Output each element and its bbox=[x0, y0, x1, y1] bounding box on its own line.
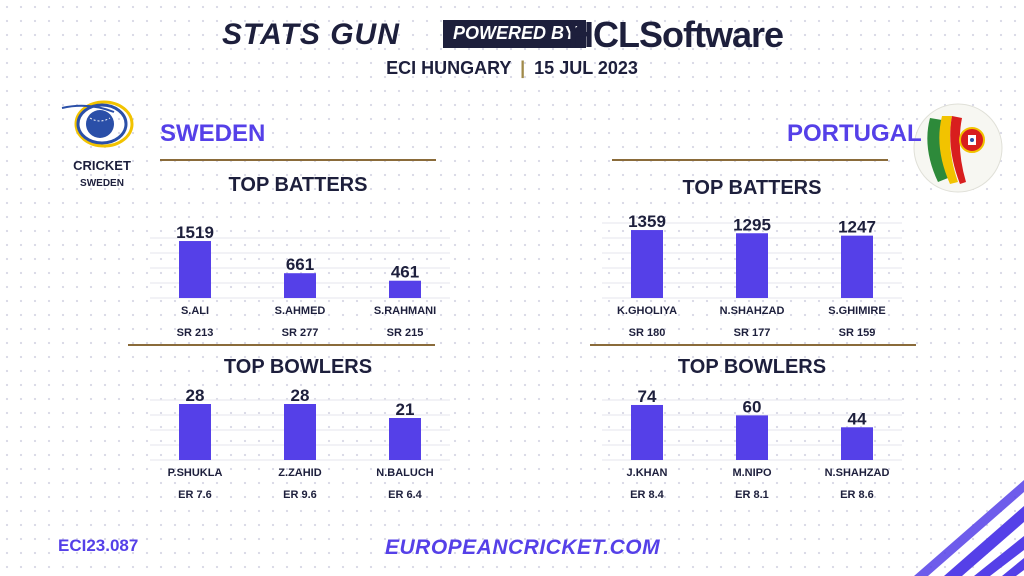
bar bbox=[389, 280, 421, 298]
section-title-sweden-batters: TOP BATTERS bbox=[228, 174, 368, 196]
bar-value-label: 1359 bbox=[628, 212, 666, 231]
bar bbox=[631, 230, 663, 298]
chart-sweden-top-batters: 1519 S.ALI SR 213 661 S.AHMED SR 277 461 S.RAHM… bbox=[150, 223, 450, 339]
brand-title: STATS GUN bbox=[222, 18, 400, 51]
stat-sublabel: ER 9.6 bbox=[283, 489, 317, 501]
bar-value-label: 21 bbox=[396, 400, 415, 419]
bar bbox=[736, 233, 768, 298]
divider-sweden-top bbox=[160, 159, 436, 161]
header: STATS GUN POWERED BY HCLSoftware bbox=[0, 14, 1024, 55]
bar-value-label: 1295 bbox=[733, 215, 771, 234]
divider-portugal-mid bbox=[590, 344, 916, 346]
team-name-portugal: PORTUGAL bbox=[787, 120, 922, 147]
stat-sublabel: ER 8.6 bbox=[840, 489, 874, 501]
powered-by-badge: POWERED BY bbox=[443, 20, 587, 48]
sponsor-logo: HCLSoftware bbox=[568, 14, 784, 55]
category-label: K.GHOLIYA bbox=[617, 305, 677, 317]
bar bbox=[841, 235, 873, 298]
event-name: ECI HUNGARY bbox=[386, 58, 512, 78]
bar-value-label: 461 bbox=[391, 263, 419, 282]
section-title-portugal-bowlers: TOP BOWLERS bbox=[677, 356, 827, 378]
category-label: S.RAHMANI bbox=[374, 305, 436, 317]
stat-sublabel: ER 8.1 bbox=[735, 489, 769, 501]
bar bbox=[631, 404, 663, 460]
bar-value-label: 28 bbox=[186, 386, 205, 405]
bar bbox=[841, 427, 873, 460]
section-title-sweden-bowlers: TOP BOWLERS bbox=[223, 356, 373, 378]
logo-text-sweden: SWEDEN bbox=[80, 178, 124, 189]
stat-sublabel: SR 180 bbox=[629, 327, 666, 339]
cricket-sweden-logo: CRICKET SWEDEN bbox=[61, 100, 134, 189]
bar-value-label: 661 bbox=[286, 255, 314, 274]
divider-portugal-top bbox=[612, 159, 888, 161]
stat-sublabel: ER 8.4 bbox=[630, 489, 665, 501]
stat-sublabel: SR 159 bbox=[839, 327, 876, 339]
footer-url: EUROPEANCRICKET.COM bbox=[385, 536, 661, 559]
bar-value-label: 28 bbox=[291, 386, 310, 405]
category-label: S.AHMED bbox=[275, 305, 326, 317]
stat-sublabel: ER 7.6 bbox=[178, 489, 212, 501]
stat-sublabel: ER 6.4 bbox=[388, 489, 423, 501]
portugal-cricket-logo bbox=[913, 103, 1003, 193]
category-label: M.NIPO bbox=[732, 467, 772, 479]
bar-value-label: 1519 bbox=[176, 223, 214, 242]
category-label: P.SHUKLA bbox=[168, 467, 223, 479]
bar-value-label: 44 bbox=[848, 409, 867, 428]
category-label: S.GHIMIRE bbox=[828, 305, 885, 317]
stat-sublabel: SR 177 bbox=[734, 327, 771, 339]
bar-value-label: 60 bbox=[743, 397, 762, 416]
category-label: S.ALI bbox=[181, 305, 209, 317]
footer-code: ECI23.087 bbox=[58, 536, 139, 555]
event-date: 15 JUL 2023 bbox=[534, 58, 638, 78]
stat-sublabel: SR 215 bbox=[387, 327, 424, 339]
category-label: N.BALUCH bbox=[376, 467, 433, 479]
event-subtitle: ECI HUNGARY | 15 JUL 2023 bbox=[0, 58, 1024, 79]
category-label: J.KHAN bbox=[627, 467, 668, 479]
bar bbox=[284, 273, 316, 298]
divider-sweden-mid bbox=[128, 344, 435, 346]
chart-portugal-top-bowlers: 74 J.KHAN ER 8.4 60 M.NIPO ER 8.1 44 N.SHAHZAD E… bbox=[602, 387, 902, 501]
category-label: N.SHAHZAD bbox=[720, 305, 785, 317]
logo-text-cricket: CRICKET bbox=[73, 158, 131, 173]
bar bbox=[284, 404, 316, 460]
subtitle-separator: | bbox=[520, 58, 526, 78]
team-name-sweden: SWEDEN bbox=[160, 120, 266, 147]
stat-sublabel: SR 213 bbox=[177, 327, 214, 339]
category-label: Z.ZAHID bbox=[278, 467, 321, 479]
stat-sublabel: SR 277 bbox=[282, 327, 319, 339]
decorative-stripes bbox=[914, 480, 1024, 576]
chart-portugal-top-batters: 1359 K.GHOLIYA SR 180 1295 N.SHAHZAD SR 177 12… bbox=[602, 212, 902, 339]
bar-value-label: 1247 bbox=[838, 218, 876, 237]
bar bbox=[179, 241, 211, 298]
category-label: N.SHAHZAD bbox=[825, 467, 890, 479]
bar bbox=[736, 415, 768, 460]
bar-value-label: 74 bbox=[638, 387, 657, 406]
bar bbox=[179, 404, 211, 460]
bar bbox=[389, 418, 421, 460]
chart-sweden-top-bowlers: 28 P.SHUKLA ER 7.6 28 Z.ZAHID ER 9.6 21 N.BALUC… bbox=[150, 386, 450, 501]
section-title-portugal-batters: TOP BATTERS bbox=[682, 177, 822, 199]
